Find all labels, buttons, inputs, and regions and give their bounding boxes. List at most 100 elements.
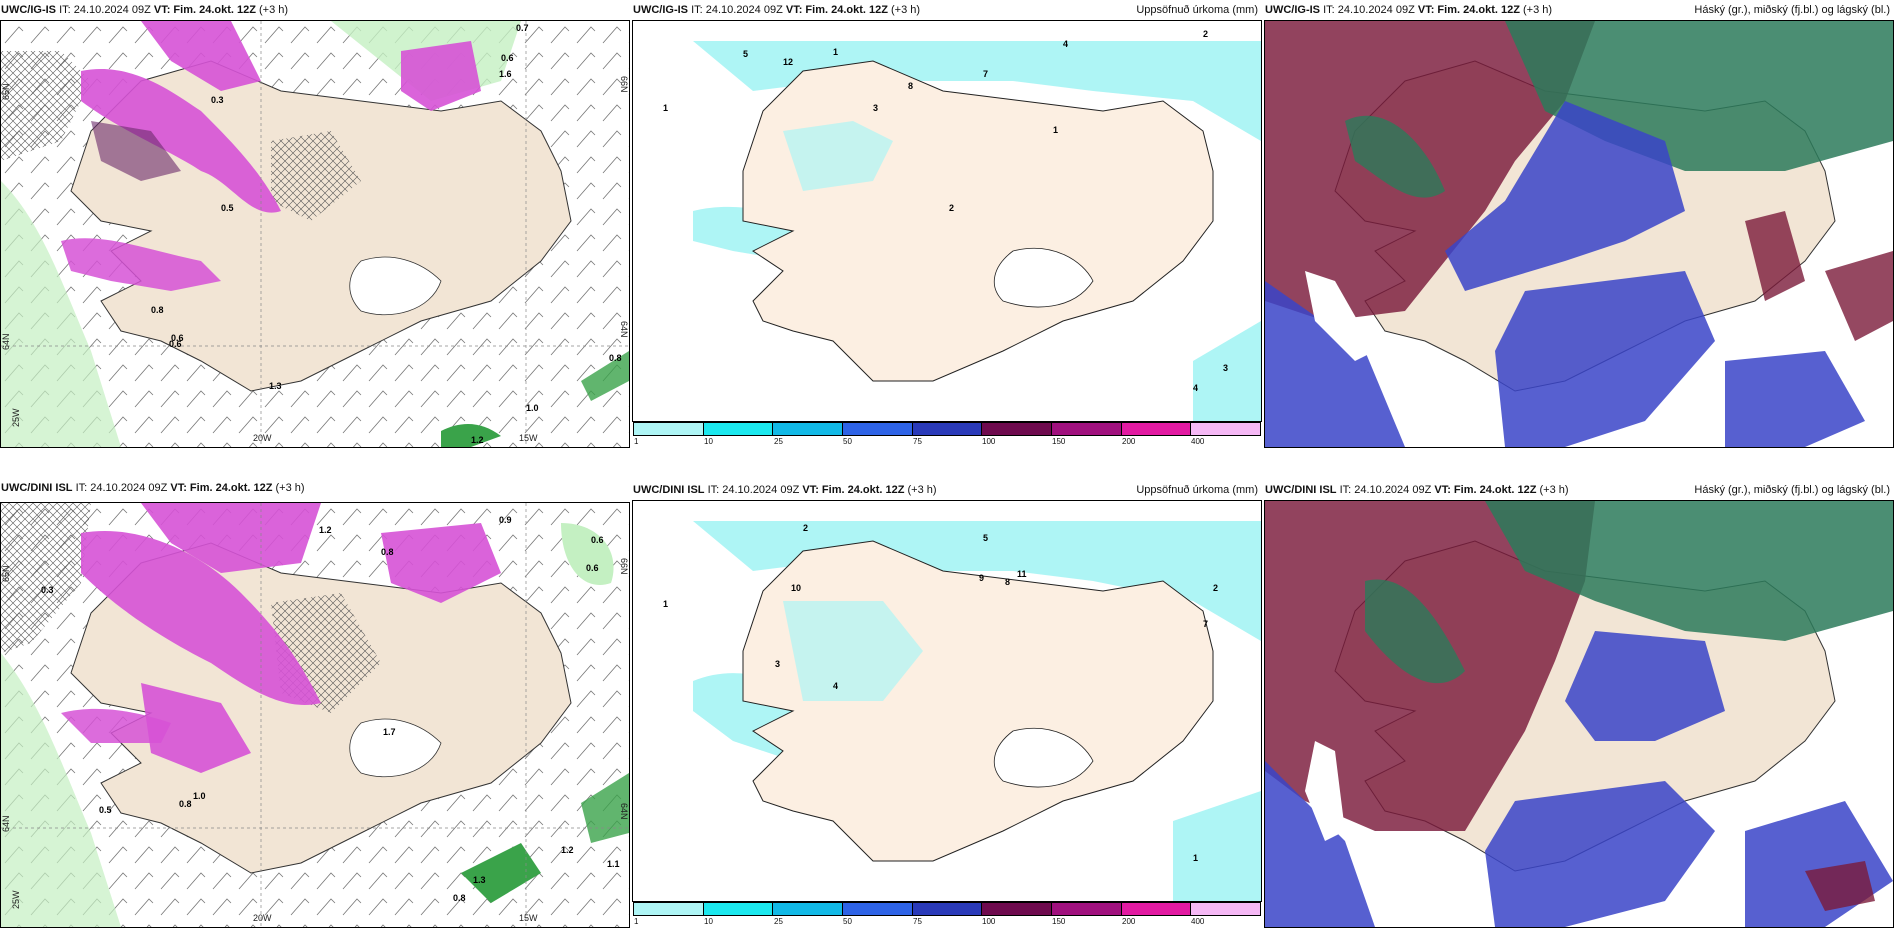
precip-value: 0.8 <box>609 353 622 363</box>
panel-header: UWC/IG-IS IT: 24.10.2024 09Z VT: Fim. 24… <box>633 4 1258 16</box>
precip-value: 8 <box>1005 577 1010 587</box>
precip-value: 0.5 <box>221 203 234 213</box>
precip-value: 4 <box>1063 39 1068 49</box>
precip-value: 0.3 <box>211 95 224 105</box>
cloud-panel-igis: UWC/IG-IS IT: 24.10.2024 09Z VT: Fim. 24… <box>1264 0 1894 448</box>
legend-tick: 1 <box>634 917 639 926</box>
precip-value: 3 <box>775 659 780 669</box>
precip-value: 7 <box>1203 619 1208 629</box>
precip-value: 1.0 <box>526 403 539 413</box>
precip-value: 0.7 <box>516 23 529 33</box>
legend-swatch <box>843 903 913 915</box>
lat-label: 64N <box>1 333 11 350</box>
precip-value: 0.8 <box>151 305 164 315</box>
legend-swatch <box>703 903 774 915</box>
map-frame[interactable]: 20W 15W 25W 65N 64N 66N 64N 0.7 0.6 1.6 … <box>0 20 630 448</box>
legend-tick: 75 <box>913 917 922 926</box>
precip-value: 7 <box>983 69 988 79</box>
precip-map[interactable]: 2 1 5 10 11 8 9 4 3 2 7 1 <box>633 501 1261 901</box>
precip-value: 0.9 <box>499 515 512 525</box>
precip-legend: 1 10 25 50 75 100 150 200 400 <box>632 902 1262 926</box>
panel-title: Háský (gr.), miðský (fj.bl.) og lágský (… <box>1694 484 1890 496</box>
cloud-map[interactable] <box>1265 501 1893 927</box>
precip-value: 4 <box>833 681 838 691</box>
lat-label: 66N <box>619 558 629 575</box>
precip-value: 1 <box>663 599 668 609</box>
precip-value: 0.3 <box>41 585 54 595</box>
wind-map[interactable]: 20W 15W 25W 65N 64N 66N 64N 0.3 1.2 0.8 … <box>1 503 629 927</box>
legend-tick: 200 <box>1122 437 1136 446</box>
precip-value: 0.8 <box>453 893 466 903</box>
legend-tick: 150 <box>1052 917 1066 926</box>
precip-value: 2 <box>803 523 808 533</box>
legend-tick: 75 <box>913 437 922 446</box>
precip-value: 3 <box>873 103 878 113</box>
legend-swatch <box>634 423 704 435</box>
legend-bar <box>633 902 1261 916</box>
map-frame[interactable] <box>1264 20 1894 448</box>
precip-value: 9 <box>979 573 984 583</box>
panel-title: Uppsöfnuð úrkoma (mm) <box>1136 4 1258 16</box>
precip-value: 1 <box>663 103 668 113</box>
cloud-panel-dini: UWC/DINI ISL IT: 24.10.2024 09Z VT: Fim.… <box>1264 480 1894 928</box>
precip-value: 5 <box>743 49 748 59</box>
legend-swatch <box>1121 423 1192 435</box>
precip-value: 1.2 <box>471 435 484 445</box>
map-frame[interactable]: 2 1 4 5 12 8 7 3 1 2 4 1 3 <box>632 20 1262 422</box>
wind-precip-panel-dini: UWC/DINI ISL IT: 24.10.2024 09Z VT: Fim.… <box>0 480 630 928</box>
precip-value: 1.0 <box>193 791 206 801</box>
precip-value: 0.6 <box>171 333 184 343</box>
precip-value: 1.3 <box>269 381 282 391</box>
precip-value: 4 <box>1193 383 1198 393</box>
precip-value: 1.2 <box>561 845 574 855</box>
lon-label: 20W <box>253 913 272 923</box>
lon-label: 25W <box>11 890 21 909</box>
precip-value: 2 <box>1213 583 1218 593</box>
lon-label: 25W <box>11 408 21 427</box>
legend-tick: 50 <box>843 917 852 926</box>
precip-value: 1 <box>1193 853 1198 863</box>
map-frame[interactable] <box>1264 500 1894 928</box>
legend-swatch <box>912 423 983 435</box>
panel-header: UWC/IG-IS IT: 24.10.2024 09Z VT: Fim. 24… <box>1265 4 1890 16</box>
wind-precip-panel-igis: UWC/IG-IS IT: 24.10.2024 09Z VT: Fim. 24… <box>0 0 630 448</box>
lat-label: 64N <box>619 321 629 338</box>
lat-label: 64N <box>619 803 629 820</box>
legend-swatch <box>1191 903 1261 915</box>
lat-label: 65N <box>1 565 11 582</box>
legend-tick: 150 <box>1052 437 1066 446</box>
precip-value: 3 <box>1223 363 1228 373</box>
precip-value: 0.5 <box>99 805 112 815</box>
precip-value: 12 <box>783 57 793 67</box>
precip-value: 1.2 <box>319 525 332 535</box>
legend-swatch <box>1052 423 1122 435</box>
precip-value: 0.8 <box>179 799 192 809</box>
precip-value: 8 <box>908 81 913 91</box>
lon-label: 15W <box>519 913 538 923</box>
legend-tick: 10 <box>704 437 713 446</box>
precip-value: 1.3 <box>473 875 486 885</box>
legend-swatch <box>982 423 1053 435</box>
panel-header: UWC/DINI ISL IT: 24.10.2024 09Z VT: Fim.… <box>633 484 1258 496</box>
lon-label: 20W <box>253 433 272 443</box>
legend-swatch <box>634 903 704 915</box>
precip-value: 1 <box>1053 125 1058 135</box>
precip-value: 1.6 <box>499 69 512 79</box>
panel-header: UWC/IG-IS IT: 24.10.2024 09Z VT: Fim. 24… <box>1 4 289 16</box>
legend-tick: 400 <box>1191 437 1205 446</box>
precip-value: 1.1 <box>607 859 620 869</box>
map-frame[interactable]: 20W 15W 25W 65N 64N 66N 64N 0.3 1.2 0.8 … <box>0 502 630 928</box>
precip-value: 0.8 <box>381 547 394 557</box>
map-frame[interactable]: 2 1 5 10 11 8 9 4 3 2 7 1 <box>632 500 1262 902</box>
legend-tick: 1 <box>634 437 639 446</box>
precip-value: 2 <box>949 203 954 213</box>
legend-tick: 400 <box>1191 917 1205 926</box>
precip-map[interactable]: 2 1 4 5 12 8 7 3 1 2 4 1 3 <box>633 21 1261 421</box>
cloud-map[interactable] <box>1265 21 1893 447</box>
legend-swatch <box>1191 423 1261 435</box>
legend-swatch <box>773 903 844 915</box>
legend-swatch <box>843 423 913 435</box>
wind-map[interactable]: 20W 15W 25W 65N 64N 66N 64N 0.7 0.6 1.6 … <box>1 21 629 447</box>
legend-tick: 25 <box>774 917 783 926</box>
precip-value: 0.6 <box>501 53 514 63</box>
